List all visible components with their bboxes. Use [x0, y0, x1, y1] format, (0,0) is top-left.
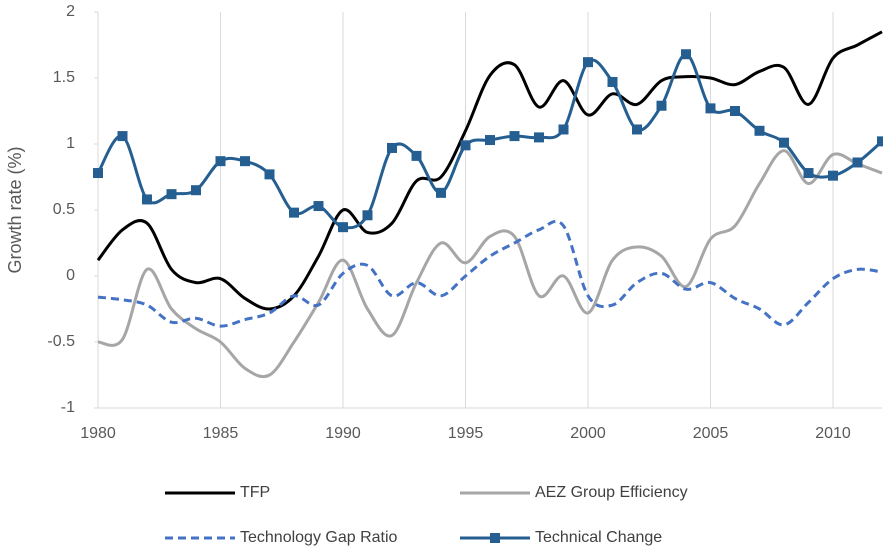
marker: [730, 106, 740, 116]
marker: [754, 125, 765, 136]
marker: [362, 210, 373, 221]
marker: [705, 103, 716, 114]
marker: [681, 49, 691, 60]
legend-label: AEZ Group Efficiency: [535, 484, 688, 501]
marker: [803, 168, 814, 179]
x-tick-label: 2000: [570, 425, 606, 442]
marker: [93, 168, 103, 179]
marker: [656, 100, 667, 111]
marker: [117, 131, 128, 142]
marker: [852, 157, 863, 168]
series-line: [97, 149, 883, 379]
marker: [142, 194, 152, 205]
y-tick-label: -1: [61, 399, 75, 416]
marker: [411, 150, 422, 161]
y-tick-label: 2: [66, 3, 75, 20]
y-tick-label: 0.5: [53, 201, 75, 218]
marker: [828, 170, 838, 181]
marker: [338, 222, 348, 233]
marker: [191, 185, 201, 196]
legend-label: Technology Gap Ratio: [240, 529, 398, 546]
x-tick-label: 2005: [693, 425, 729, 442]
marker: [779, 137, 789, 148]
x-tick-label: 1985: [203, 425, 239, 442]
series-line: [96, 30, 883, 311]
x-tick-label: 1995: [448, 425, 484, 442]
marker: [877, 136, 883, 147]
marker: [534, 132, 544, 143]
marker: [289, 207, 299, 218]
y-tick-label: 0: [66, 267, 75, 284]
marker: [485, 135, 495, 146]
legend-label: Technical Change: [535, 529, 662, 546]
x-tick-label: 1980: [80, 425, 116, 442]
marker: [607, 76, 618, 87]
legend-label: TFP: [240, 484, 270, 501]
marker: [632, 124, 642, 135]
marker: [387, 142, 397, 153]
x-tick-label: 1990: [325, 425, 361, 442]
y-tick-label: -0.5: [47, 333, 75, 350]
y-axis-label: Growth rate (%): [5, 146, 25, 273]
marker: [264, 169, 275, 180]
marker: [509, 131, 520, 142]
marker: [460, 140, 471, 151]
legend: TFP AEZ Group Efficiency Technology Gap Ra…: [165, 484, 688, 546]
marker: [166, 189, 177, 200]
marker: [583, 57, 593, 68]
y-tick-label: 1.5: [53, 69, 75, 86]
marker: [215, 156, 226, 167]
marker: [558, 124, 569, 135]
marker: [313, 201, 324, 212]
marker: [240, 156, 250, 167]
marker: [436, 187, 446, 198]
x-tick-label: 2010: [815, 425, 851, 442]
legend-marker: [490, 533, 500, 543]
y-tick-label: 1: [66, 135, 75, 152]
